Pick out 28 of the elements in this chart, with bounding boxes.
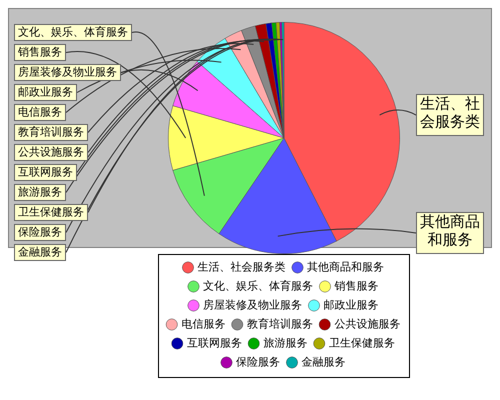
legend-label: 电信服务 [181, 317, 226, 330]
slice-label: 电信服务 [18, 105, 62, 118]
slice-label: 文化、娱乐、体育服务 [18, 25, 128, 38]
slice-label: 销售服务 [17, 45, 62, 58]
legend-label: 教育培训服务 [246, 317, 313, 330]
slice-label: 旅游服务 [18, 185, 62, 198]
legend-label: 金融服务 [302, 355, 346, 368]
legend-label: 其他商品和服务 [307, 260, 384, 274]
legend-label: 旅游服务 [263, 336, 308, 350]
slice-label: 公共设施服务 [18, 145, 84, 158]
slice-label: 生活、社会服务类 [420, 94, 480, 130]
legend-label: 公共设施服务 [334, 317, 400, 330]
legend-label: 邮政业服务 [324, 298, 378, 312]
legend-label: 销售服务 [334, 279, 378, 292]
legend-label: 保险服务 [236, 355, 280, 368]
slice-label: 互联网服务 [18, 165, 73, 178]
slice-label: 其他商品和服务 [420, 212, 480, 248]
slice-label: 邮政业服务 [18, 85, 73, 98]
legend-label: 互联网服务 [186, 336, 242, 350]
slice-label: 教育培训服务 [18, 125, 84, 138]
slice-label: 卫生保健服务 [18, 205, 84, 218]
legend-label: 生活、社会服务类 [198, 260, 286, 274]
slice-label: 保险服务 [18, 225, 62, 238]
legend-label: 卫生保健服务 [328, 336, 395, 350]
legend-label: 房屋装修及物业服务 [203, 298, 302, 312]
legend-label: 文化、娱乐、体育服务 [203, 279, 313, 292]
slice-label: 金融服务 [18, 245, 62, 258]
slice-label: 房屋装修及物业服务 [18, 65, 117, 78]
